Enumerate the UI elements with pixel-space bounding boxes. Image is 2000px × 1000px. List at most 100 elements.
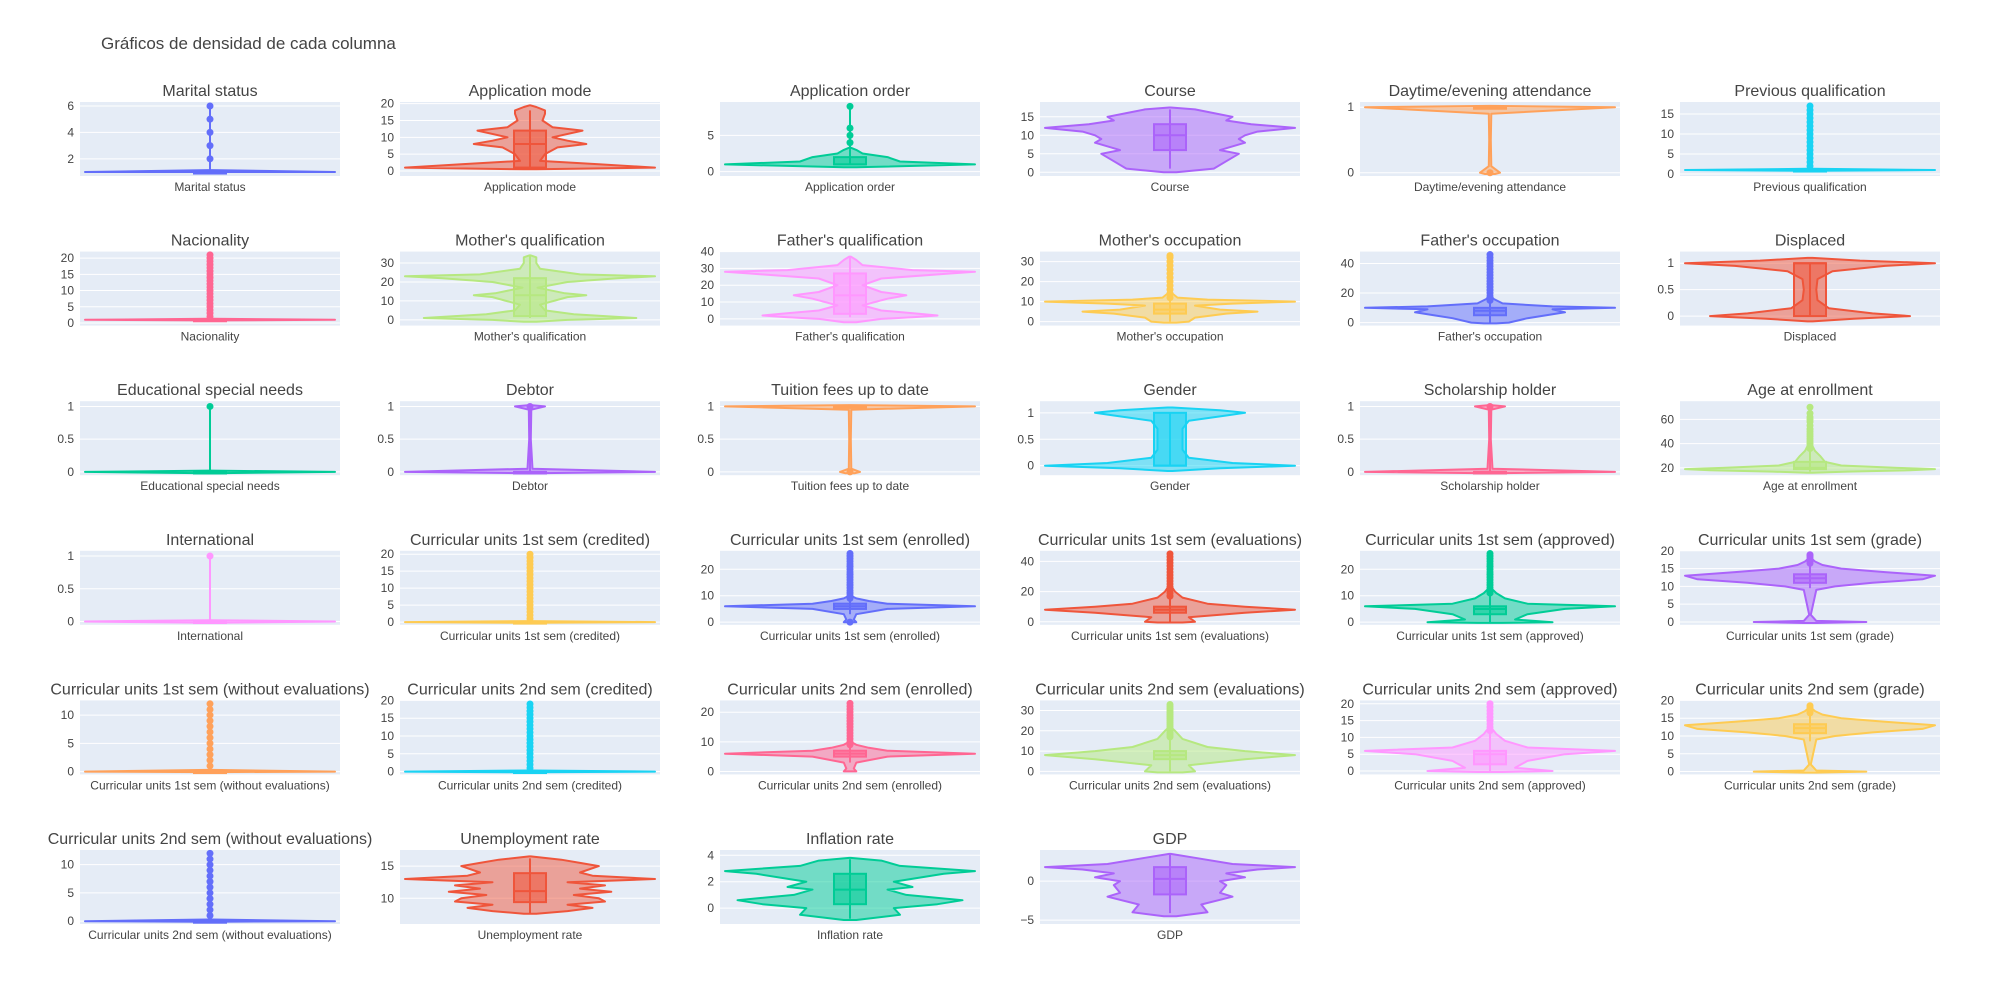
y-tick-label: 0 bbox=[1027, 165, 1034, 179]
violin-body bbox=[1364, 104, 1616, 175]
outlier-point bbox=[206, 878, 214, 886]
x-axis-label: Educational special needs bbox=[140, 479, 279, 493]
y-tick-label: 5 bbox=[387, 747, 394, 761]
y-tick-label: 20 bbox=[1341, 697, 1355, 711]
y-tick-label: 20 bbox=[1661, 693, 1675, 707]
y-tick-label: 15 bbox=[1661, 711, 1675, 725]
outlier-point bbox=[846, 618, 854, 626]
y-tick-label: 10 bbox=[701, 735, 715, 749]
y-tick-label: 10 bbox=[1021, 295, 1035, 309]
y-tick-label: 20 bbox=[381, 693, 395, 707]
subplot-previous-qualification: 0 5 10 15 Previous qualification Previous qua… bbox=[1661, 83, 1940, 194]
y-tick-label: 20 bbox=[1661, 461, 1675, 475]
subplot-application-mode: 0 5 10 15 20 Application mode Application mode bbox=[381, 83, 660, 194]
y-tick-label: 0.5 bbox=[57, 582, 74, 596]
y-tick-label: 5 bbox=[1027, 147, 1034, 161]
y-tick-label: 0 bbox=[1667, 615, 1674, 629]
figure-title: Gráficos de densidad de cada columna bbox=[101, 34, 396, 53]
y-tick-label: 10 bbox=[1661, 729, 1675, 743]
outlier-point bbox=[846, 468, 854, 476]
y-tick-label: 0.5 bbox=[1017, 432, 1034, 446]
outlier-point bbox=[206, 115, 214, 123]
outlier-point bbox=[206, 739, 214, 747]
y-tick-label: 20 bbox=[61, 251, 75, 265]
y-tick-label: 10 bbox=[1021, 744, 1035, 758]
outlier-point bbox=[206, 142, 214, 150]
x-axis-label: Gender bbox=[1150, 479, 1190, 493]
outlier-point bbox=[206, 705, 214, 713]
outlier-point bbox=[1486, 251, 1494, 259]
y-tick-label: 0 bbox=[707, 312, 714, 326]
subplot-title: Age at enrollment bbox=[1747, 382, 1873, 399]
y-tick-label: 0 bbox=[1027, 874, 1034, 888]
y-tick-label: 5 bbox=[67, 736, 74, 750]
subplot-title: GDP bbox=[1153, 831, 1188, 848]
x-axis-label: Application mode bbox=[484, 180, 576, 194]
subplot-title: Curricular units 2nd sem (grade) bbox=[1695, 681, 1924, 698]
y-tick-label: 20 bbox=[701, 562, 715, 576]
subplot-title: Debtor bbox=[506, 382, 555, 399]
violin-box bbox=[1473, 749, 1507, 766]
subplot-title: Father's occupation bbox=[1420, 233, 1559, 250]
subplot-international: 0 0.5 1 International International bbox=[57, 532, 340, 643]
y-tick-label: 15 bbox=[381, 564, 395, 578]
outlier-point bbox=[526, 700, 534, 708]
y-tick-label: 2 bbox=[67, 152, 74, 166]
y-tick-label: 5 bbox=[707, 128, 714, 142]
outlier-point bbox=[846, 102, 854, 110]
y-tick-label: 10 bbox=[61, 858, 75, 872]
y-tick-label: 0 bbox=[67, 765, 74, 779]
y-tick-label: 40 bbox=[1661, 437, 1675, 451]
subplot-tuition-fees-up-to-date: 0 0.5 1 Tuition fees up to date Tuition fees… bbox=[697, 382, 980, 493]
violin-box bbox=[513, 872, 547, 904]
subplot-father-s-qualification: 0 10 20 30 40 Father's qualification Father's … bbox=[701, 233, 980, 344]
outlier-point bbox=[206, 402, 214, 410]
subplot-gender: 0 0.5 1 Gender Gender bbox=[1017, 382, 1300, 493]
x-axis-label: Course bbox=[1151, 180, 1190, 194]
y-tick-label: 4 bbox=[67, 125, 74, 139]
outlier-point bbox=[1806, 702, 1814, 710]
outlier-point bbox=[206, 102, 214, 110]
y-tick-label: 1 bbox=[67, 399, 74, 413]
x-axis-label: Marital status bbox=[174, 180, 245, 194]
outlier-point bbox=[206, 700, 214, 708]
y-tick-label: 0 bbox=[707, 165, 714, 179]
x-axis-label: Unemployment rate bbox=[478, 928, 583, 942]
x-axis-label: Displaced bbox=[1784, 330, 1837, 344]
subplot-nacionality: 0 5 10 15 20 Nacionality Nacionality bbox=[61, 233, 340, 344]
subplot-father-s-occupation: 0 20 40 Father's occupation Father's occupat… bbox=[1341, 233, 1620, 344]
y-tick-label: 1 bbox=[67, 549, 74, 563]
y-tick-label: 20 bbox=[1661, 544, 1675, 558]
y-tick-label: 0 bbox=[707, 615, 714, 629]
y-tick-label: 1 bbox=[1027, 406, 1034, 420]
outlier-point bbox=[206, 751, 214, 759]
subplot-title: Displaced bbox=[1775, 233, 1845, 250]
y-tick-label: 20 bbox=[701, 705, 715, 719]
outlier-point bbox=[206, 762, 214, 770]
y-tick-label: 20 bbox=[1021, 724, 1035, 738]
y-tick-label: 0 bbox=[707, 764, 714, 778]
subplot-title: Father's qualification bbox=[777, 233, 923, 250]
y-tick-label: 0 bbox=[1027, 615, 1034, 629]
y-tick-label: 20 bbox=[1021, 585, 1035, 599]
y-tick-label: 20 bbox=[1341, 286, 1355, 300]
y-tick-label: 15 bbox=[61, 267, 75, 281]
outlier-point bbox=[206, 912, 214, 920]
y-tick-label: 1 bbox=[387, 399, 394, 413]
subplot-curricular-units-2nd-sem-enrolled: 0 10 20 Curricular units 2nd sem (enrolled)… bbox=[701, 681, 980, 792]
x-axis-label: Father's qualification bbox=[795, 330, 905, 344]
subplot-title: Curricular units 2nd sem (without evalua… bbox=[48, 831, 373, 848]
x-axis-label: Curricular units 2nd sem (without evalua… bbox=[88, 928, 331, 942]
subplot-title: Mother's occupation bbox=[1099, 233, 1242, 250]
y-tick-label: 10 bbox=[381, 130, 395, 144]
subplot-debtor: 0 0.5 1 Debtor Debtor bbox=[377, 382, 660, 493]
subplot-title: Course bbox=[1144, 83, 1196, 100]
outlier-point bbox=[206, 889, 214, 897]
subplot-title: Marital status bbox=[162, 83, 257, 100]
subplot-title: Curricular units 2nd sem (approved) bbox=[1362, 681, 1617, 698]
subplot-title: Curricular units 1st sem (grade) bbox=[1698, 532, 1922, 549]
x-axis-label: Curricular units 2nd sem (enrolled) bbox=[758, 778, 942, 792]
subplot-mother-s-occupation: 0 10 20 30 Mother's occupation Mother's occup… bbox=[1021, 233, 1300, 344]
